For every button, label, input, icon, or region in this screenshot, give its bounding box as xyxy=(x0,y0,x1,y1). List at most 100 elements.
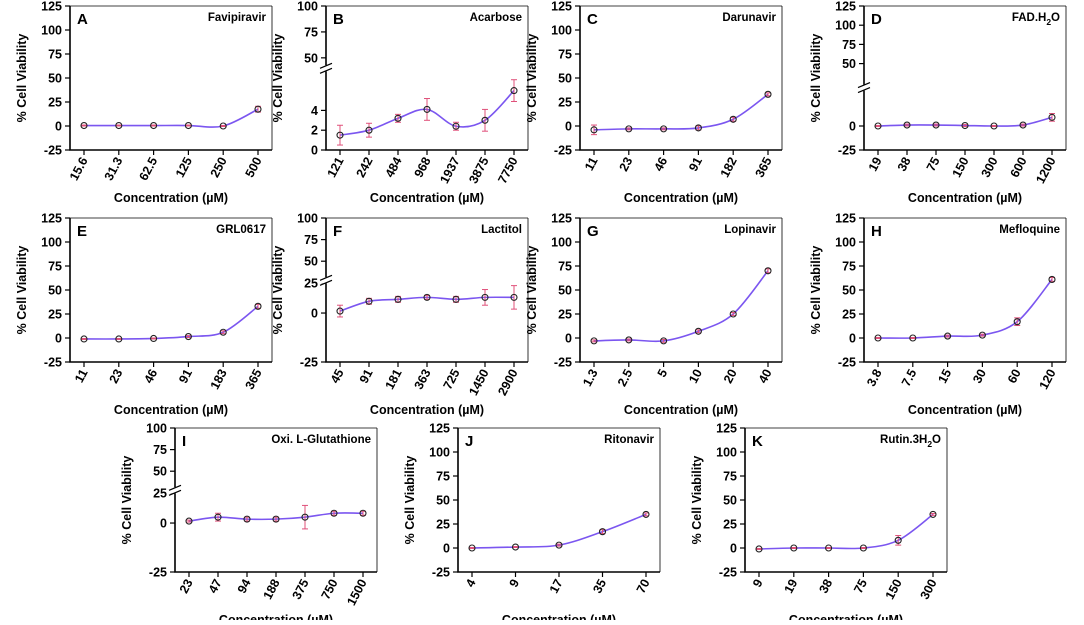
y-tick-label: 0 xyxy=(565,332,572,346)
y-axis-label: % Cell Viability xyxy=(271,34,285,123)
data-point xyxy=(1019,121,1027,129)
y-tick-label: 100 xyxy=(835,236,856,250)
y-tick-label: 50 xyxy=(558,72,572,86)
panel-letter: C xyxy=(587,11,598,28)
y-tick-label: 0 xyxy=(849,120,856,134)
x-tick-label: 1450 xyxy=(466,367,491,398)
error-bar xyxy=(625,338,632,342)
chart-title: Favipiravir xyxy=(208,12,267,24)
x-tick-label: 19 xyxy=(866,155,885,174)
y-tick-label: -25 xyxy=(719,566,737,580)
x-axis-label: Concentration (µM) xyxy=(502,613,616,620)
y-tick-label: -25 xyxy=(838,144,856,158)
x-tick-label: 45 xyxy=(328,367,347,386)
y-tick-label: -25 xyxy=(149,566,167,580)
y-tick-label: 100 xyxy=(835,19,856,33)
data-point xyxy=(219,122,227,130)
data-point xyxy=(929,510,937,518)
error-bar xyxy=(220,330,227,335)
chart-title: Rutin.3H2O xyxy=(880,434,941,449)
data-point xyxy=(764,90,772,98)
y-tick-label: 0 xyxy=(160,517,167,531)
y-tick-label: 100 xyxy=(716,446,737,460)
error-bar xyxy=(220,125,227,127)
x-tick-label: 15.6 xyxy=(67,155,91,183)
x-tick-label: 94 xyxy=(235,577,254,596)
x-tick-label: 365 xyxy=(752,155,774,180)
data-point xyxy=(365,297,373,305)
x-tick-label: 11 xyxy=(72,367,91,385)
y-tick-label: 25 xyxy=(153,486,167,500)
x-tick-label: 62.5 xyxy=(136,155,160,183)
error-bar xyxy=(825,547,832,549)
x-tick-label: 91 xyxy=(357,367,376,386)
x-axis-label: Concentration (µM) xyxy=(908,403,1022,417)
series-curve xyxy=(83,305,259,340)
x-tick-label: 17 xyxy=(547,577,566,596)
x-tick-label: 47 xyxy=(206,577,225,596)
y-tick-label: 0 xyxy=(730,542,737,556)
chart-title-main: Rutin.3H xyxy=(880,434,927,446)
error-bar xyxy=(660,338,667,343)
panel-E: -25 0 25 50 75 100 125 11 23 46 91 183 365 % Cell Via… xyxy=(15,212,273,417)
y-tick-label: 125 xyxy=(551,212,572,226)
x-tick-label: 363 xyxy=(411,367,433,392)
chart-title: Darunavir xyxy=(722,12,776,24)
panel-J: -25 0 25 50 75 100 125 4 9 17 35 70 % Cell Viability… xyxy=(403,422,661,625)
error-bar xyxy=(875,125,881,127)
data-point xyxy=(874,334,882,342)
y-tick-label: 125 xyxy=(41,212,62,226)
y-tick-label: 50 xyxy=(558,284,572,298)
x-tick-label: 4 xyxy=(463,577,479,590)
error-bar xyxy=(186,519,192,523)
data-point xyxy=(184,333,192,341)
x-tick-label: 35 xyxy=(590,577,609,596)
x-tick-label: 7750 xyxy=(495,155,520,186)
error-bar xyxy=(150,337,157,340)
chart-title: GRL0617 xyxy=(216,224,266,236)
error-bar xyxy=(185,124,192,127)
x-tick-label: 1200 xyxy=(1033,155,1058,186)
data-point xyxy=(481,116,489,124)
data-point xyxy=(510,87,518,95)
data-point xyxy=(1013,318,1021,326)
panel-K: -25 0 25 50 75 100 125 9 19 38 75 150 300 % Cell Viab… xyxy=(690,422,948,625)
panel-letter: E xyxy=(77,223,87,240)
y-tick-label: 100 xyxy=(297,0,318,14)
data-point xyxy=(115,335,123,343)
data-point xyxy=(150,334,158,343)
data-point xyxy=(859,544,867,552)
x-axis-label: Concentration (µM) xyxy=(370,403,484,417)
y-tick-label: 100 xyxy=(41,236,62,250)
chart-title: Ritonavir xyxy=(604,434,654,446)
error-bar xyxy=(185,335,192,339)
y-tick-label: 25 xyxy=(48,96,62,110)
data-point xyxy=(243,515,251,523)
x-tick-label: 2900 xyxy=(495,367,520,398)
chart-title: FAD.H2O xyxy=(1012,12,1060,27)
data-point xyxy=(184,121,192,130)
chart-title-end: O xyxy=(1051,12,1060,24)
y-tick-label: 75 xyxy=(153,443,167,457)
data-point xyxy=(423,293,431,301)
error-bar xyxy=(482,108,488,132)
data-point xyxy=(185,517,193,525)
x-tick-label: 2.5 xyxy=(615,367,636,389)
panel-letter: B xyxy=(333,11,344,28)
data-point xyxy=(359,509,367,517)
error-bar xyxy=(765,92,771,97)
series-curve xyxy=(877,278,1053,339)
data-point xyxy=(394,295,402,303)
x-tick-label: 23 xyxy=(177,577,196,596)
y-tick-label: 0 xyxy=(849,332,856,346)
chart-title-end: O xyxy=(932,434,941,446)
series-curve xyxy=(471,513,647,549)
y-tick-label: 100 xyxy=(429,446,450,460)
chart-title: Mefloquine xyxy=(999,224,1060,236)
data-point xyxy=(764,267,772,275)
y-axis-label: % Cell Viability xyxy=(120,456,134,545)
chart-title-subscript: 2 xyxy=(927,439,932,449)
axis-frame xyxy=(457,428,660,573)
y-tick-label: 0 xyxy=(443,542,450,556)
x-tick-label: 11 xyxy=(582,155,601,173)
